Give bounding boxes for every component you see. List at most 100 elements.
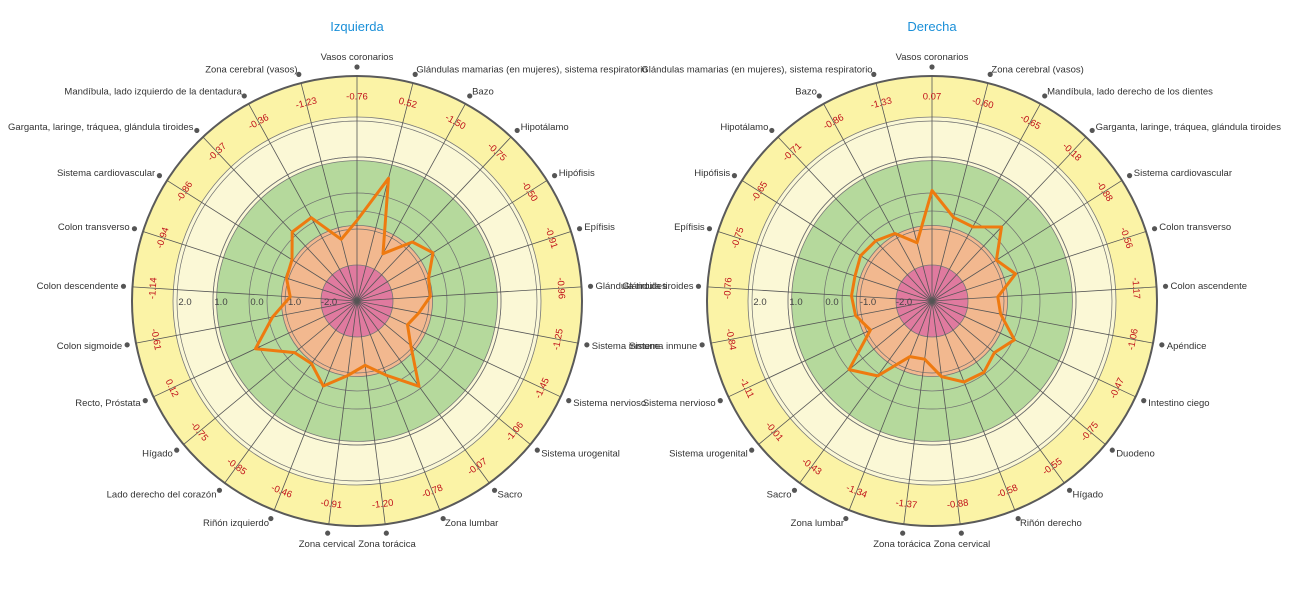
spoke (875, 82, 933, 302)
category-dot (699, 342, 705, 348)
category-label: Garganta, laringe, tráquea, glándula tir… (8, 122, 194, 133)
spoke (202, 136, 358, 302)
category-dot (1109, 447, 1115, 453)
ring-tick-label: -2.0 (321, 297, 337, 308)
category-dot (467, 93, 473, 99)
category-dot (769, 127, 775, 134)
category-dot (120, 283, 127, 289)
spoke (248, 103, 358, 302)
category-dot (131, 226, 138, 232)
category-dot (843, 515, 849, 522)
category-label: Hipófisis (694, 168, 730, 179)
category-dot (816, 93, 822, 99)
category-label: Vasos coronarios (321, 52, 394, 63)
category-label: Glándula tiroides (596, 281, 668, 292)
ring-tick-label: -1.0 (860, 297, 876, 308)
category-dot (900, 530, 906, 536)
value-label: 0.52 (397, 96, 418, 111)
spoke (273, 300, 358, 511)
category-label: Sistema cardiovascular (57, 168, 155, 179)
spoke (903, 300, 933, 525)
category-label: Glándulas mamarias (en mujeres), sistema… (416, 65, 647, 76)
category-dot (1162, 283, 1169, 289)
value-label: -0.60 (971, 95, 995, 111)
category-dot (156, 173, 163, 179)
category-dot (551, 173, 558, 179)
spoke (356, 136, 512, 302)
category-dot (929, 64, 935, 70)
category-dot (241, 93, 247, 99)
category-dot (717, 398, 723, 404)
category-label: Sistema inmune (592, 341, 660, 352)
category-dot (142, 398, 148, 404)
category-label: Duodeno (1116, 448, 1155, 459)
spoke (356, 300, 490, 484)
spoke (356, 82, 414, 302)
spoke (931, 300, 1154, 344)
category-dot (216, 487, 223, 493)
chart-title: Izquierda (330, 19, 384, 34)
category-label: Sistema nervioso (573, 398, 646, 409)
category-label: Colon sigmoide (57, 341, 122, 352)
category-dot (871, 71, 877, 77)
spoke (183, 300, 358, 445)
spoke (132, 286, 358, 302)
spoke (356, 300, 561, 398)
category-label: Zona lumbar (791, 518, 844, 529)
category-label: Lado derecho del corazón (107, 489, 217, 500)
category-label: Recto, Próstata (75, 398, 141, 409)
ring-tick-label: 2.0 (753, 297, 766, 308)
category-dot (1141, 398, 1147, 404)
category-label: Colon transverso (1159, 222, 1231, 233)
ring-tick-label: 2.0 (178, 297, 191, 308)
spoke (931, 286, 1157, 302)
category-dot (491, 487, 498, 493)
category-dot (791, 487, 798, 493)
category-dot (354, 64, 360, 70)
category-dot (325, 530, 331, 536)
category-dot (124, 342, 130, 348)
category-label: Intestino ciego (1148, 398, 1209, 409)
value-label: -0.96 (554, 277, 566, 299)
category-dot (383, 530, 389, 536)
category-label: Hipófisis (559, 168, 595, 179)
ring-tick-label: 0.0 (825, 297, 838, 308)
category-dot (987, 71, 993, 77)
value-label: -1.33 (869, 95, 893, 111)
spoke (931, 136, 1087, 302)
category-dot (1042, 93, 1048, 99)
value-label: -1.25 (551, 328, 566, 351)
ring-tick-label: 1.0 (789, 297, 802, 308)
spoke (931, 300, 1136, 398)
category-label: Riñón derecho (1020, 518, 1082, 529)
category-label: Vasos coronarios (896, 52, 969, 63)
category-dot (576, 226, 583, 232)
category-label: Colon transverso (58, 222, 130, 233)
category-dot (1089, 127, 1095, 134)
category-dot (749, 447, 755, 453)
spoke (300, 82, 358, 302)
category-label: Zona cerebral (vasos) (205, 65, 297, 76)
category-dot (584, 342, 590, 348)
spoke (823, 103, 933, 302)
category-label: Hipotálamo (521, 122, 569, 133)
spoke (758, 300, 933, 445)
category-label: Zona cerebral (vasos) (991, 65, 1083, 76)
ring-tick-label: 1.0 (214, 297, 227, 308)
spoke (931, 300, 1106, 445)
category-dot (706, 226, 713, 232)
category-label: Garganta, laringe, tráquea, glándula tir… (1096, 122, 1282, 133)
category-label: Bazo (472, 87, 494, 98)
category-label: Hígado (1073, 489, 1104, 500)
category-label: Zona torácica (358, 539, 416, 550)
category-label: Colon ascendente (1171, 281, 1248, 292)
spoke (356, 300, 579, 344)
spoke (931, 180, 1123, 302)
spoke (356, 286, 582, 302)
category-label: Sistema inmune (629, 341, 697, 352)
category-label: Sistema nervioso (643, 398, 716, 409)
category-dot (731, 173, 738, 179)
category-dot (440, 515, 446, 522)
category-label: Riñón izquierdo (203, 518, 269, 529)
